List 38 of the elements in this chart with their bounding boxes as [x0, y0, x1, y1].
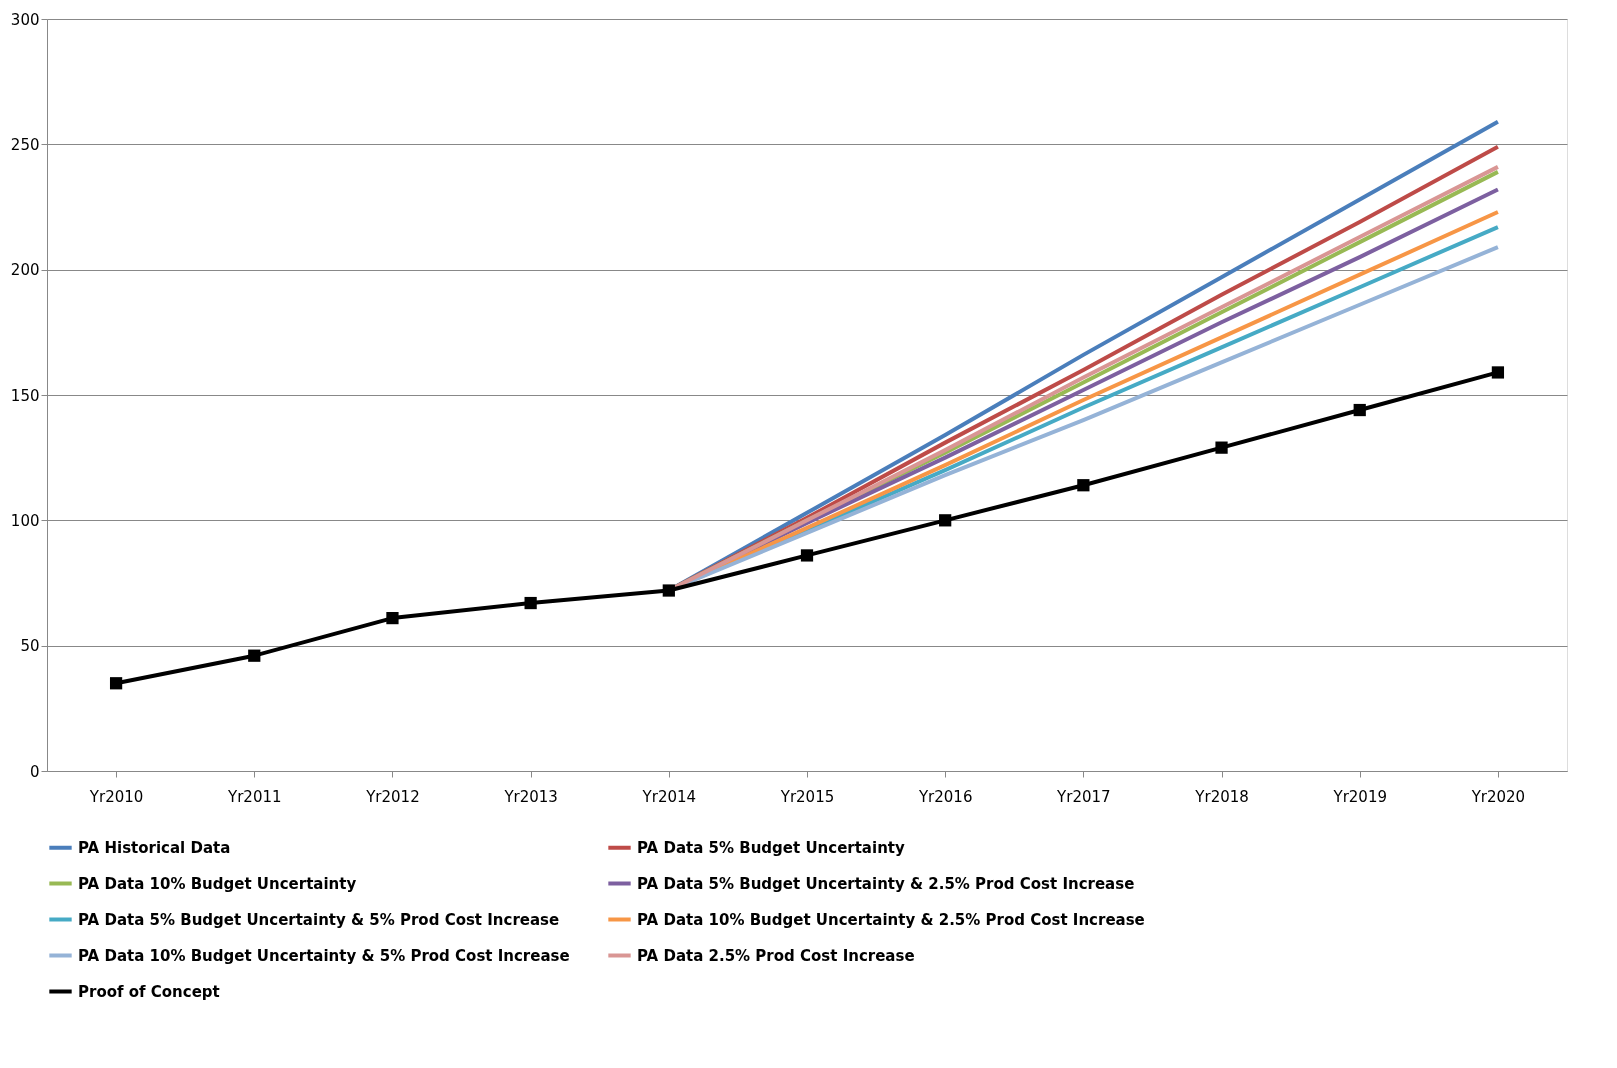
legend-label: PA Data 5% Budget Uncertainty & 2.5% Prod Cost Increase: [637, 874, 1135, 893]
x-tick-label: Yr2011: [227, 787, 282, 806]
y-tick-label: 50: [20, 637, 40, 656]
x-tick-label: Yr2015: [779, 787, 835, 806]
point: [386, 611, 399, 625]
legend-label: PA Data 10% Budget Uncertainty & 2.5% Prod Cost Increase: [637, 910, 1145, 929]
legend-label: PA Historical Data: [78, 838, 231, 857]
legend-label: PA Data 10% Budget Uncertainty & 5% Prod Cost Increase: [78, 946, 570, 965]
legend-label: PA Data 10% Budget Uncertainty: [78, 874, 357, 893]
point: [1491, 366, 1505, 379]
x-tick-label: Yr2016: [917, 787, 973, 806]
point: [1353, 403, 1366, 417]
y-tick-label: 100: [10, 511, 40, 530]
point: [800, 549, 814, 562]
x-tick-label: Yr2018: [1194, 787, 1249, 806]
legend-label: Proof of Concept: [78, 982, 220, 1001]
x-tick-label: Yr2019: [1332, 787, 1387, 806]
point: [1077, 479, 1090, 492]
x-tick-label: Yr2013: [503, 787, 558, 806]
point: [662, 584, 675, 597]
x-tick-label: Yr2012: [365, 787, 420, 806]
x-tick-label: Yr2020: [1470, 787, 1526, 806]
y-tick-label: 250: [10, 135, 40, 154]
point: [524, 596, 537, 610]
x-tick-label: Yr2014: [641, 787, 697, 806]
x-tick-label: Yr2017: [1056, 787, 1111, 806]
y-tick-label: 300: [10, 10, 40, 29]
x-tick-label: Yr2010: [88, 787, 144, 806]
point: [248, 649, 261, 662]
point: [939, 514, 952, 527]
legend-label: PA Data 5% Budget Uncertainty: [637, 838, 905, 857]
legend-label: PA Data 5% Budget Uncertainty & 5% Prod Cost Increase: [78, 910, 560, 929]
y-tick-label: 200: [10, 261, 40, 280]
point: [109, 677, 123, 690]
legend-label: PA Data 2.5% Prod Cost Increase: [637, 946, 915, 965]
y-tick-label: 0: [29, 762, 40, 781]
y-tick-label: 150: [10, 386, 40, 405]
point: [1215, 441, 1228, 454]
